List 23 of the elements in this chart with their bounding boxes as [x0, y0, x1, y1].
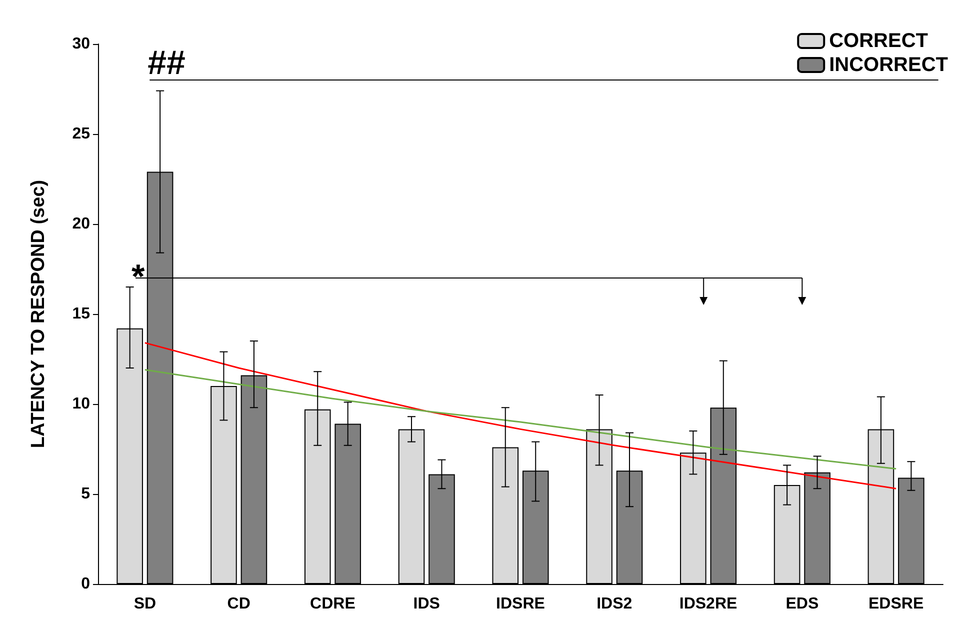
x-tick-label: IDS2	[596, 596, 632, 612]
x-tick-label: IDS2RE	[679, 596, 738, 612]
line-series	[144, 369, 897, 470]
ref-line-label: *	[132, 258, 146, 296]
x-tick-label: EDS	[786, 596, 819, 612]
y-tick-label: 10	[72, 396, 90, 412]
x-tick-label: IDSRE	[496, 596, 546, 612]
y-tick-label: 25	[72, 126, 90, 142]
x-tick-label: EDSRE	[868, 596, 924, 612]
y-tick-label: 0	[81, 576, 90, 592]
y-tick-label: 15	[72, 306, 90, 322]
x-tick-label: CDRE	[310, 596, 356, 612]
line-series	[144, 342, 897, 490]
x-tick-label: IDS	[413, 596, 440, 612]
legend-label: INCORRECT	[829, 54, 948, 76]
y-tick-label: 30	[72, 36, 90, 52]
legend-label: CORRECT	[829, 30, 928, 52]
y-tick-label: 20	[72, 216, 90, 232]
x-tick-label: SD	[134, 596, 156, 612]
y-axis-title: LATENCY TO RESPOND (sec)	[28, 180, 49, 448]
x-tick-label: CD	[227, 596, 250, 612]
y-tick-label: 5	[81, 486, 90, 502]
ref-line-label: ##	[148, 44, 186, 82]
